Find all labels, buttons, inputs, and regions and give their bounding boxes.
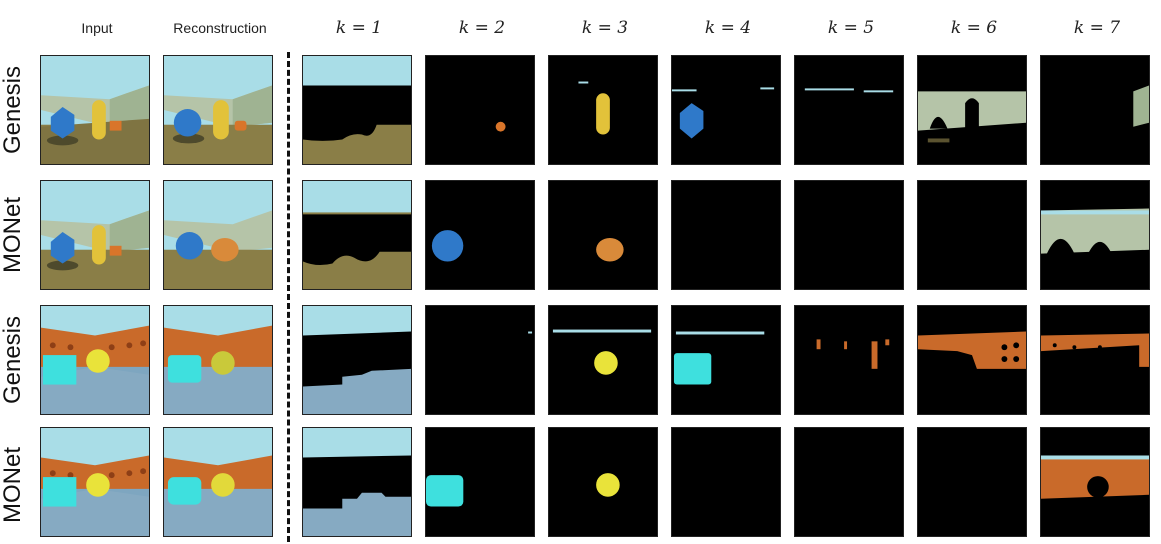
row1-k6-mask [917, 55, 1027, 165]
header-reconstruction: Reconstruction [173, 20, 267, 36]
row-label-monet-2: MONet [0, 447, 26, 524]
header-k7: k = 7 [1073, 18, 1121, 38]
row1-k7-mask [1040, 55, 1150, 165]
header-k2: k = 2 [458, 18, 506, 38]
row3-input-image [40, 305, 150, 415]
row4-k6-mask [917, 427, 1027, 537]
row4-k1-mask [302, 427, 412, 537]
row2-k7-mask [1040, 180, 1150, 290]
row2-k2-mask [425, 180, 535, 290]
header-k4: k = 4 [704, 18, 752, 38]
header-input: Input [81, 20, 113, 36]
header-k5: k = 5 [827, 18, 875, 38]
row4-input-image [40, 427, 150, 537]
row4-k4-mask [671, 427, 781, 537]
row1-k2-mask [425, 55, 535, 165]
row1-k4-mask [671, 55, 781, 165]
row4-k5-mask [794, 427, 904, 537]
row1-k5-mask [794, 55, 904, 165]
row2-k4-mask [671, 180, 781, 290]
header-k1: k = 1 [335, 18, 383, 38]
row1-k1-mask [302, 55, 412, 165]
row1-input-image [40, 55, 150, 165]
row3-k6-mask [917, 305, 1027, 415]
row2-k5-mask [794, 180, 904, 290]
row4-k3-mask [548, 427, 658, 537]
row-label-genesis-2: Genesis [0, 315, 26, 405]
row3-k2-mask [425, 305, 535, 415]
row4-k2-mask [425, 427, 535, 537]
row3-k5-mask [794, 305, 904, 415]
row3-k1-mask [302, 305, 412, 415]
row1-k3-mask [548, 55, 658, 165]
row4-reconstruction-image [163, 427, 273, 537]
row1-reconstruction-image [163, 55, 273, 165]
row2-k6-mask [917, 180, 1027, 290]
row2-input-image [40, 180, 150, 290]
dashed-divider [287, 52, 290, 542]
header-k3: k = 3 [581, 18, 629, 38]
row3-k3-mask [548, 305, 658, 415]
row3-reconstruction-image [163, 305, 273, 415]
row4-k7-mask [1040, 427, 1150, 537]
row2-k3-mask [548, 180, 658, 290]
header-k6: k = 6 [950, 18, 998, 38]
row3-k4-mask [671, 305, 781, 415]
row3-k7-mask [1040, 305, 1150, 415]
row-label-genesis-1: Genesis [0, 65, 26, 155]
row2-k1-mask [302, 180, 412, 290]
row2-reconstruction-image [163, 180, 273, 290]
row-label-monet-1: MONet [0, 197, 26, 274]
